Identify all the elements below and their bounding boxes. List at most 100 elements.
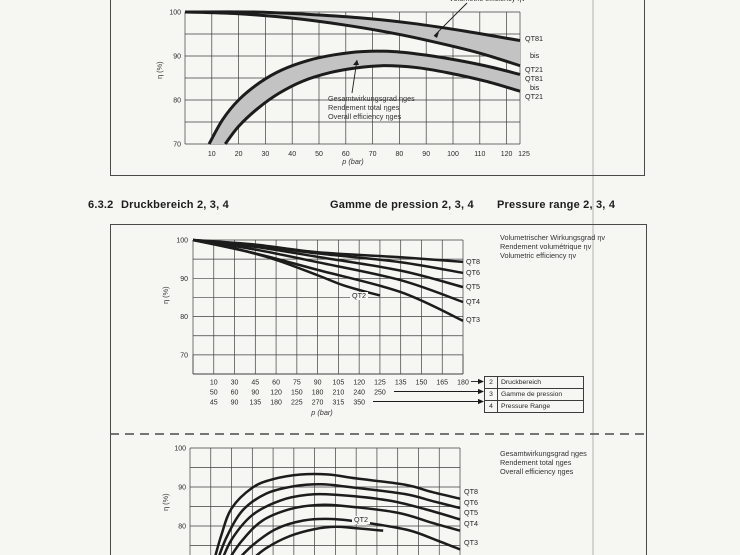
svg-text:125: 125 — [518, 151, 530, 158]
legend-range3-number: 3 — [485, 389, 498, 400]
svg-text:90: 90 — [251, 390, 259, 397]
svg-text:80: 80 — [180, 314, 188, 321]
legend-row-range3: 3 Gamme de pression — [485, 388, 583, 400]
curve-label-qt8: QT8 — [464, 487, 478, 496]
section-heading-en: Pressure range 2, 3, 4 — [497, 199, 616, 211]
svg-text:50: 50 — [315, 151, 323, 158]
svg-text:180: 180 — [270, 400, 282, 407]
svg-text:70: 70 — [180, 352, 188, 359]
svg-text:125: 125 — [374, 380, 386, 387]
band-label-bis-bottom: bis — [530, 83, 540, 92]
curve-label-qt3: QT3 — [464, 538, 478, 547]
overall-efficiency-note-line1: Gesamtwirkungsgrad ηges — [328, 94, 415, 103]
overall-note2-line2: Rendement total ηges — [500, 458, 572, 467]
svg-text:70: 70 — [369, 151, 377, 158]
svg-text:350: 350 — [353, 400, 365, 407]
chart2-y-axis-label: η (%) — [160, 286, 170, 304]
svg-text:270: 270 — [312, 400, 324, 407]
section-heading-fr: Gamme de pression 2, 3, 4 — [330, 199, 474, 211]
curve-label-qt5: QT5 — [466, 282, 480, 291]
svg-text:60: 60 — [272, 380, 280, 387]
svg-text:250: 250 — [374, 390, 386, 397]
band-label-bis-top: bis — [530, 51, 540, 60]
band-label-qt81-bottom: QT81 — [525, 74, 543, 83]
svg-text:10: 10 — [208, 151, 216, 158]
svg-text:90: 90 — [314, 380, 322, 387]
chart1-frame-box — [110, 0, 645, 176]
curve-label-qt3: QT3 — [466, 315, 480, 324]
svg-text:50: 50 — [210, 390, 218, 397]
svg-text:80: 80 — [396, 151, 404, 158]
curve-label-qt2: QT2 — [350, 291, 368, 301]
svg-text:70: 70 — [173, 142, 181, 149]
legend-row-range2: 2 Druckbereich — [485, 377, 583, 388]
curve-label-qt8: QT8 — [466, 257, 480, 266]
band-label-qt21-top: QT21 — [525, 65, 543, 74]
chart1-y-axis-label: η (%) — [154, 61, 164, 79]
svg-text:90: 90 — [173, 54, 181, 61]
svg-text:60: 60 — [342, 151, 350, 158]
svg-text:120: 120 — [501, 151, 513, 158]
chart23-frame-box — [110, 224, 647, 555]
curve-label-qt5: QT5 — [464, 508, 478, 517]
svg-text:240: 240 — [353, 390, 365, 397]
svg-text:110: 110 — [474, 151, 485, 158]
legend-range2-label: Druckbereich — [501, 379, 542, 386]
pressure-range-legend: 2 Druckbereich 3 Gamme de pression 4 Pre… — [484, 376, 584, 413]
curve-label-qt6: QT6 — [464, 498, 478, 507]
curve-label-qt6: QT6 — [466, 268, 480, 277]
svg-text:75: 75 — [293, 380, 301, 387]
svg-text:90: 90 — [180, 276, 188, 283]
curve-label-qt4: QT4 — [466, 297, 480, 306]
svg-text:180: 180 — [457, 380, 469, 387]
svg-text:135: 135 — [395, 380, 407, 387]
curve-label-qt2: QT2 — [352, 515, 370, 525]
overall-efficiency-note-line2: Rendement total ηges — [328, 103, 400, 112]
svg-text:30: 30 — [231, 380, 239, 387]
svg-text:165: 165 — [436, 380, 448, 387]
svg-text:105: 105 — [333, 380, 345, 387]
svg-text:100: 100 — [176, 238, 188, 245]
chart3-y-axis-label: η (%) — [160, 493, 170, 511]
overall-efficiency-note-line3: Overall efficiency ηges — [328, 112, 402, 121]
svg-text:315: 315 — [333, 400, 345, 407]
svg-text:30: 30 — [262, 151, 270, 158]
svg-text:20: 20 — [235, 151, 243, 158]
svg-text:45: 45 — [210, 400, 218, 407]
svg-text:60: 60 — [231, 390, 239, 397]
chart2-x-axis-label: p (bar) — [311, 408, 333, 417]
svg-text:100: 100 — [169, 10, 181, 17]
volumetric-note-line3: Volumetric efficiency ηv — [500, 251, 577, 260]
legend-range4-label: Pressure Range — [501, 403, 551, 410]
band-label-qt81-top: QT81 — [525, 34, 543, 43]
svg-text:10: 10 — [210, 380, 218, 387]
legend-range2-number: 2 — [485, 377, 498, 388]
svg-text:120: 120 — [353, 380, 365, 387]
svg-text:150: 150 — [416, 380, 428, 387]
svg-text:180: 180 — [312, 390, 324, 397]
volumetric-efficiency-note-cut: Volumetric efficiency ηv — [449, 0, 525, 3]
svg-text:210: 210 — [333, 390, 345, 397]
svg-text:225: 225 — [291, 400, 303, 407]
svg-text:100: 100 — [447, 151, 459, 158]
legend-range4-number: 4 — [485, 401, 498, 412]
svg-text:80: 80 — [178, 524, 186, 531]
svg-text:120: 120 — [270, 390, 282, 397]
band-label-qt21-bottom: QT21 — [525, 91, 543, 101]
legend-range3-label: Gamme de pression — [501, 391, 563, 398]
svg-text:150: 150 — [291, 390, 303, 397]
svg-text:90: 90 — [422, 151, 430, 158]
legend-row-range4: 4 Pressure Range — [485, 400, 583, 412]
overall-note2-line1: Gesamtwirkungsgrad ηges — [500, 449, 587, 458]
svg-text:80: 80 — [173, 98, 181, 105]
section-number: 6.3.2 — [88, 199, 114, 211]
svg-text:90: 90 — [231, 400, 239, 407]
section-heading-de: Druckbereich 2, 3, 4 — [121, 199, 229, 211]
svg-text:90: 90 — [178, 485, 186, 492]
svg-text:45: 45 — [251, 380, 259, 387]
curve-label-qt4: QT4 — [464, 519, 478, 528]
svg-text:100: 100 — [174, 446, 186, 453]
volumetric-note-line1: Volumetrischer Wirkungsgrad ηv — [500, 233, 606, 242]
